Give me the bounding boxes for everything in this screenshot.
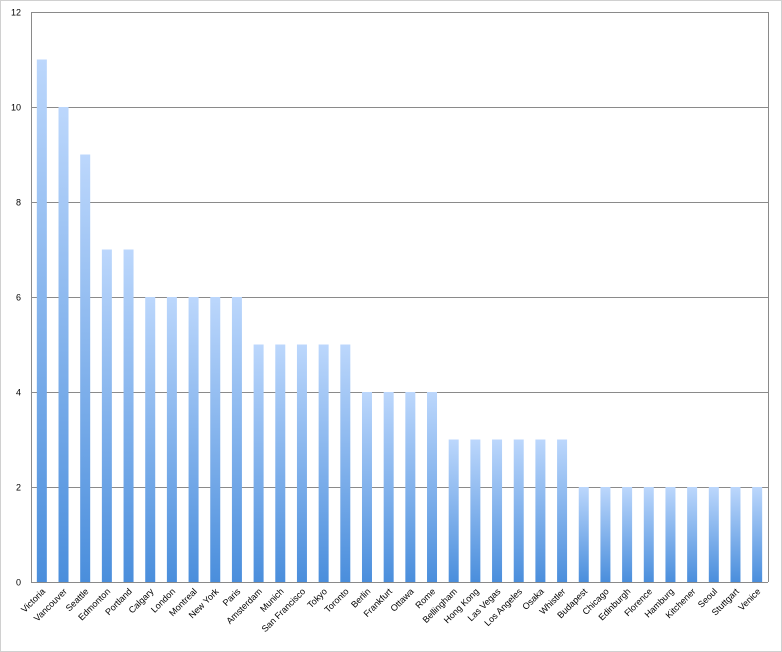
bar xyxy=(231,297,242,582)
bar xyxy=(752,487,763,582)
bar xyxy=(405,392,416,582)
bar xyxy=(210,297,221,582)
bar xyxy=(622,487,633,582)
bar xyxy=(340,344,351,582)
bar xyxy=(513,439,524,582)
bar xyxy=(708,487,719,582)
bar xyxy=(687,487,698,582)
bar xyxy=(166,297,177,582)
x-tick-label: Venice xyxy=(736,586,762,612)
y-tick-label: 12 xyxy=(11,8,21,18)
bar xyxy=(361,392,372,582)
bar xyxy=(188,297,199,582)
bar xyxy=(427,392,438,582)
x-tick-label: Ottawa xyxy=(389,586,416,613)
bar xyxy=(123,249,134,582)
bar xyxy=(665,487,676,582)
bar xyxy=(643,487,654,582)
bar xyxy=(535,439,546,582)
y-tick-label: 6 xyxy=(16,293,21,303)
y-tick-label: 8 xyxy=(16,198,21,208)
bar xyxy=(557,439,568,582)
bar xyxy=(578,487,589,582)
bar xyxy=(101,249,112,582)
bar xyxy=(296,344,307,582)
bar xyxy=(492,439,503,582)
bar xyxy=(253,344,264,582)
bar xyxy=(470,439,481,582)
y-tick-label: 4 xyxy=(16,388,21,398)
bar xyxy=(383,392,394,582)
y-tick-label: 10 xyxy=(11,103,21,113)
bar xyxy=(145,297,156,582)
bar xyxy=(730,487,741,582)
bar xyxy=(600,487,611,582)
x-tick-label: Toronto xyxy=(322,586,350,614)
bar xyxy=(58,107,69,582)
bar xyxy=(36,59,47,582)
bar xyxy=(448,439,459,582)
bar xyxy=(80,154,91,582)
bar xyxy=(318,344,329,582)
bar xyxy=(275,344,286,582)
y-tick-label: 0 xyxy=(16,578,21,588)
y-tick-label: 2 xyxy=(16,483,21,493)
